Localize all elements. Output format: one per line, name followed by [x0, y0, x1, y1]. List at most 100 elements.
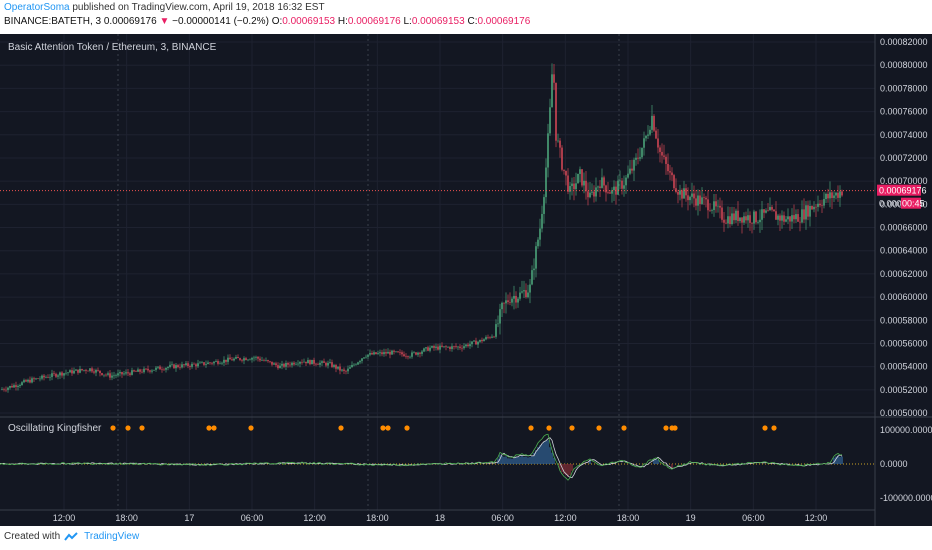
price-scale[interactable]: 0.00082000 0.00080000 0.00078000 0.00076000… [880, 37, 932, 503]
chart-svg[interactable]: 0.00082000 0.00080000 0.00078000 0.00076000… [0, 34, 932, 526]
time-scale[interactable]: 12:00 18:00 17 06:00 12:00 18:00 18 06:00 12:00 1… [53, 513, 828, 523]
candle-body [273, 363, 275, 365]
indicator-title[interactable]: Oscillating Kingfisher [8, 423, 102, 434]
candle-body [553, 74, 555, 83]
candle-body [379, 352, 381, 354]
candle-body [699, 195, 701, 204]
candle-body [339, 366, 341, 371]
candle-body [419, 352, 421, 354]
candle-body [701, 197, 703, 204]
candle-body [311, 359, 313, 365]
price-tick-label: 0.00076000 [880, 107, 928, 117]
candle-body [609, 192, 611, 194]
candle-body [515, 295, 517, 303]
signal-dot [663, 425, 669, 431]
candle-body [713, 201, 715, 211]
candle-body [757, 222, 759, 223]
candle-body [487, 337, 489, 338]
signal-dot [404, 425, 410, 431]
candle-body [403, 354, 405, 357]
candle-body [83, 369, 85, 371]
candle-body [557, 140, 559, 142]
candle-body [105, 374, 107, 376]
candle-body [73, 370, 75, 374]
candle-body [583, 180, 585, 186]
time-tick-label: 12:00 [554, 513, 577, 523]
candle-body [79, 368, 81, 373]
candle-body [89, 368, 91, 371]
candle-body [343, 369, 345, 371]
candle-body [791, 215, 793, 222]
price-tick-label: 0.00052000 [880, 385, 928, 395]
grid [0, 34, 875, 510]
candle-body [525, 290, 527, 298]
signal-dot [248, 425, 254, 431]
candle-body [575, 183, 577, 190]
author-link[interactable]: OperatorSoma [4, 2, 70, 13]
candle-body [293, 362, 295, 365]
candle-body [341, 369, 343, 371]
candle-body [107, 373, 109, 375]
candle-body [479, 339, 481, 342]
candle-body [243, 358, 245, 361]
candle-body [385, 352, 387, 354]
candle-body [787, 216, 789, 220]
chart-area[interactable]: 0.00082000 0.00080000 0.00078000 0.00076000… [0, 34, 932, 526]
publish-info: OperatorSoma published on TradingView.co… [4, 2, 325, 13]
candle-body [767, 210, 769, 212]
candle-body [607, 192, 609, 194]
price-tick-label: 0.00062000 [880, 269, 928, 279]
candle-body [335, 365, 337, 369]
candle-body [197, 363, 199, 367]
candle-body [171, 364, 173, 366]
candle-body [165, 367, 167, 370]
candle-body [387, 351, 389, 354]
candle-body [823, 199, 825, 206]
candle-body [117, 373, 119, 376]
tradingview-brand[interactable]: TradingView [84, 531, 140, 542]
candle-body [249, 359, 251, 361]
candle-body [679, 190, 681, 195]
candle-body [739, 217, 741, 222]
candle-body [275, 363, 277, 366]
time-tick-label: 12:00 [805, 513, 828, 523]
candle-body [187, 363, 189, 366]
ohlc-line: BINANCE:BATETH, 3 0.00069176 ▼ −0.000001… [4, 16, 530, 27]
candle-body [149, 370, 151, 372]
candle-body [793, 215, 795, 220]
candle-body [453, 346, 455, 347]
candle-body [115, 375, 117, 376]
footer: Created with TradingView [4, 531, 139, 542]
signal-dot [206, 425, 212, 431]
candle-body [569, 186, 571, 192]
candle-body [695, 198, 697, 206]
candle-body [761, 209, 763, 220]
candle-body [351, 365, 353, 368]
candle-body [271, 361, 273, 365]
candle-body [29, 379, 31, 383]
candle-body [233, 358, 235, 361]
candle-body [305, 361, 307, 364]
candle-body [445, 346, 447, 348]
candle-body [129, 373, 131, 375]
candle-body [437, 346, 439, 350]
candle-body [505, 300, 507, 304]
candle-body [789, 216, 791, 222]
candle-body [841, 191, 843, 196]
candle-body [815, 206, 817, 208]
candle-body [549, 107, 551, 134]
candle-body [659, 147, 661, 152]
candle-body [183, 364, 185, 366]
candle-body [333, 365, 335, 367]
candle-body [709, 210, 711, 211]
candle-body [647, 134, 649, 136]
candle-body [47, 377, 49, 378]
candle-body [779, 215, 781, 221]
candle-body [521, 291, 523, 293]
candle-body [209, 362, 211, 364]
candle-body [803, 209, 805, 220]
candle-body [203, 362, 205, 365]
countdown-time: 00:45 [902, 199, 925, 209]
candle-body [731, 213, 733, 225]
candle-body [347, 368, 349, 372]
